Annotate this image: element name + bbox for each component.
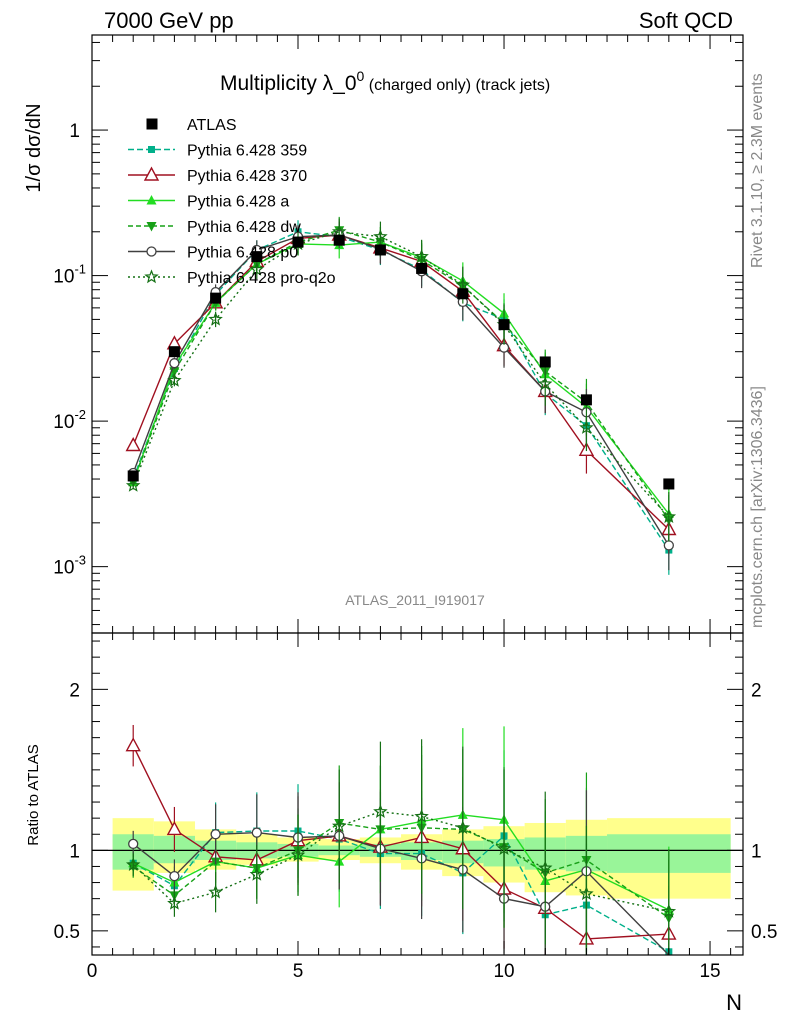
series-point-top — [125, 437, 141, 452]
legend: ATLAS Pythia 6.428 359 Pythia 6.428 370 Pyt… — [128, 117, 336, 287]
atlas-point — [374, 244, 386, 256]
legend-marker — [144, 269, 159, 284]
series-point-ratio — [290, 847, 306, 862]
y-tick-label-bottom-left: 1 — [69, 841, 80, 862]
bottom-panel-frame — [91, 632, 744, 956]
series-point-ratio — [373, 804, 388, 818]
legend-marker — [146, 246, 157, 257]
series-point-ratio — [128, 838, 139, 850]
rivet-label: Rivet 3.1.10, ≥ 2.3M events — [749, 73, 766, 268]
plot-title: Multiplicity λ_00 (charged only) (track … — [220, 68, 550, 95]
atlas-point — [457, 288, 469, 300]
series-point-top — [125, 478, 141, 492]
legend-label: Pythia 6.428 359 — [187, 143, 307, 160]
atlas-data-layer — [127, 234, 675, 490]
atlas-point — [663, 478, 675, 490]
series-point-ratio — [331, 818, 347, 833]
atlas-point — [333, 234, 345, 246]
x-tick-label: 10 — [493, 961, 514, 982]
legend-item-0: Pythia 6.428 359 — [128, 143, 307, 160]
legend-label: Pythia 6.428 dw — [187, 219, 301, 236]
legend-marker — [146, 222, 157, 232]
atlas-point — [416, 262, 428, 274]
legend-marker — [143, 166, 160, 181]
series-point-top — [579, 420, 594, 434]
series-point-ratio — [537, 860, 553, 875]
axes: 0 5 10 15 10-3 10-2 1 10-1 0.5 0.5 1 1 2 2 — [53, 34, 777, 982]
y-axis-label-bottom: Ratio to ATLAS — [25, 744, 42, 845]
atlas-point — [127, 470, 139, 482]
series-point-ratio — [125, 737, 141, 752]
series-point-ratio — [169, 870, 180, 882]
series-point-ratio — [661, 903, 677, 918]
x-axis-label: N — [726, 990, 742, 1015]
atlas-point — [168, 346, 180, 358]
legend-label: Pythia 6.428 370 — [187, 168, 307, 185]
legend-label: ATLAS — [187, 117, 237, 134]
x-tick-label: 5 — [293, 961, 304, 982]
y-tick-label-bottom-left: 2 — [69, 680, 80, 701]
series-point-ratio — [496, 841, 512, 855]
atlas-point — [539, 356, 551, 368]
series-point-top — [537, 376, 553, 391]
y-tick-label-bottom-right: 2 — [751, 680, 762, 701]
legend-item-2: Pythia 6.428 a — [128, 194, 289, 211]
series-point-ratio — [455, 820, 471, 835]
header-left: 7000 GeV pp — [104, 8, 234, 33]
series-point-ratio — [414, 808, 429, 823]
series-point-ratio — [579, 886, 594, 901]
legend-item-3: Pythia 6.428 dw — [128, 219, 301, 236]
series-point-top — [169, 358, 180, 369]
x-tick-label: 0 — [87, 961, 98, 982]
series-point-ratio — [251, 827, 262, 838]
series-point-ratio — [249, 866, 265, 881]
y-axis-label-top: 1/σ dσ/dN — [23, 103, 45, 192]
legend-label: Pythia 6.428 pro-q2o — [187, 270, 336, 287]
series-point-top — [663, 540, 674, 551]
y-tick-label-bottom-right: 1 — [751, 841, 762, 862]
legend-label: Pythia 6.428 a — [187, 194, 289, 211]
y-tick-label-top: 10-2 — [53, 407, 86, 433]
y-tick-label-top: 1 — [69, 121, 80, 142]
legend-item-1: Pythia 6.428 370 — [128, 166, 307, 185]
series-point-top — [249, 261, 265, 276]
analysis-watermark: ATLAS_2011_I919017 — [345, 592, 485, 608]
series-5 — [125, 218, 677, 955]
atlas-point — [498, 319, 510, 331]
atlas-point — [580, 394, 592, 406]
atlas-point — [251, 251, 263, 263]
legend-label: Pythia 6.428 p0 — [187, 245, 298, 262]
series-point-top — [414, 248, 429, 263]
legend-item-atlas: ATLAS — [146, 117, 237, 134]
series-point-top — [455, 277, 471, 292]
atlas-point — [210, 292, 222, 304]
mcplots-label: mcplots.cern.ch [arXiv:1306.3436] — [749, 386, 766, 628]
series-point-top — [331, 224, 347, 238]
y-tick-label-bottom-left: 0.5 — [54, 922, 80, 943]
legend-item-5: Pythia 6.428 pro-q2o — [128, 269, 336, 287]
series-point-ratio — [125, 857, 141, 872]
legend-marker — [146, 118, 158, 130]
legend-marker — [148, 146, 155, 153]
series-line-top — [132, 231, 670, 518]
y-tick-label-top: 10-1 — [53, 262, 86, 288]
legend-marker — [146, 195, 157, 205]
header-right: Soft QCD — [639, 8, 733, 33]
series-point-ratio — [210, 829, 221, 840]
x-tick-label: 15 — [699, 961, 720, 982]
series-point-ratio — [208, 884, 223, 899]
series-point-top — [208, 311, 223, 326]
series-point-ratio — [166, 820, 183, 836]
series-point-top — [661, 509, 677, 524]
series-point-top — [167, 372, 182, 387]
legend-item-4: Pythia 6.428 p0 — [128, 245, 298, 262]
series-point-top — [373, 229, 388, 243]
atlas-point — [292, 236, 304, 248]
y-tick-label-bottom-right: 0.5 — [751, 922, 777, 943]
series-point-ratio — [167, 895, 182, 910]
y-tick-label-top: 10-3 — [53, 553, 86, 579]
